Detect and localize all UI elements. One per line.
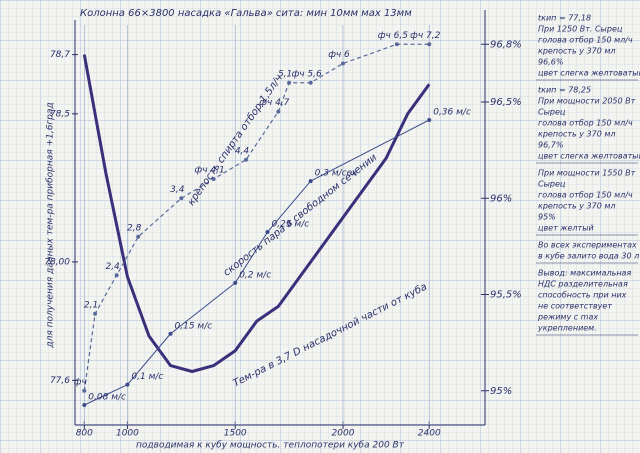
note-line: При мощности 2050 Вт [538,97,636,106]
point [394,42,399,47]
point [233,280,238,285]
point-label: фч 4,1 [195,166,225,176]
note-line: tкип = 77,18 [538,14,591,23]
note-line: 96,6% [538,58,563,67]
point [136,234,141,239]
y2-tick-label: 95% [490,386,512,397]
series-line [82,54,431,373]
point [93,311,98,316]
note-line: режиму с max [537,313,598,322]
data-label: 0,3 м/сек [315,169,358,179]
point [427,42,432,47]
point-label: фч [74,377,87,387]
point [276,109,281,114]
data-label: 0,2 м/с [239,270,271,280]
point [308,80,313,85]
point-label: 5,1 [278,69,292,79]
point [243,157,248,162]
note-line: крепость у 370 мл [538,130,616,139]
note-line: не соответствует [538,302,612,311]
y-tick-label: 78,00 [44,257,70,267]
note-line: цвет желтый [538,224,594,233]
note-line: цвет слегка желтоватый [538,152,640,161]
note-line: Сырец [538,180,566,189]
x-tick-label: 2400 [418,429,441,439]
point [114,273,119,278]
point [287,80,292,85]
data-label: 0,25 м/с [272,219,310,229]
point [340,61,345,66]
y2-tick-label: 96% [490,193,512,204]
point [265,229,270,234]
x-tick-label: 2000 [332,429,355,439]
note-line: цвет слегка желтоватый [538,69,640,78]
y-tick-label: 78,5 [50,109,70,119]
note-line: голова отбор 150 мл/ч [538,119,633,128]
note-line: 95% [538,213,556,222]
note-line: При 1250 Вт. Сырец [538,25,623,34]
chart-title: Колонна 66×3800 насадка «Гальва» сита: м… [80,8,412,19]
y-tick-label: 78,7 [50,50,70,60]
y2-tick-label: 95,5% [490,290,522,301]
point [308,179,313,184]
point-label: 4,4 [235,146,250,156]
point-label: фч 6,5 [378,31,408,41]
note-line: крепость у 370 мл [538,47,616,56]
y2-tick-label: 96,5% [490,97,522,108]
point [211,177,216,181]
point-label: 2,1 [84,300,98,310]
x-tick-label: 1000 [116,429,139,439]
point [125,382,130,387]
note-line: крепость у 370 мл [538,202,616,211]
data-label: 0,36 м/с [433,108,471,118]
x-tick-label: 1500 [224,429,247,439]
point-label: 2,8 [127,223,142,233]
point-label: 3,4 [170,185,185,195]
note-line: в кубе залито вода 30 л [538,252,639,261]
note-line: Вывод: максимальная [538,269,631,278]
y2-tick-label: 96,8% [490,39,522,50]
point-label: фч 6 [328,50,350,60]
point [427,118,432,122]
point-label: 2,4 [105,262,120,272]
note-line: НДС разделительная [538,280,628,289]
x-axis-label: подводимая к кубу мощность. теплопотери … [136,441,405,451]
note-line: голова отбор 150 мл/ч [538,191,633,200]
point [82,388,87,393]
point-label: фч 5,6 [292,69,322,79]
note-line: голова отбор 150 мл/ч [538,36,633,45]
note-line: 96,7% [538,141,563,150]
y-tick-label: 77,6 [50,376,70,386]
data-label: 0,08 м/с [88,393,126,403]
note-line: При мощности 1550 Вт [538,169,636,178]
note-line: Во всех экспериментах [538,241,637,250]
note-line: укреплением. [537,324,597,333]
point [179,196,184,201]
note-line: способность при них [538,291,627,300]
point [168,331,173,336]
y-axis-label: для получения данных тем-ра приборная +1… [46,102,56,348]
data-label: 0,1 м/с [131,372,163,382]
point-label: фч 7,2 [410,31,440,41]
note-line: tкип = 78,25 [538,86,591,95]
point [82,403,87,407]
data-label: 0,15 м/с [175,321,213,331]
point-label: фч 4,7 [259,98,289,108]
note-line: Сырец [538,108,566,117]
x-tick-label: 800 [76,429,93,439]
